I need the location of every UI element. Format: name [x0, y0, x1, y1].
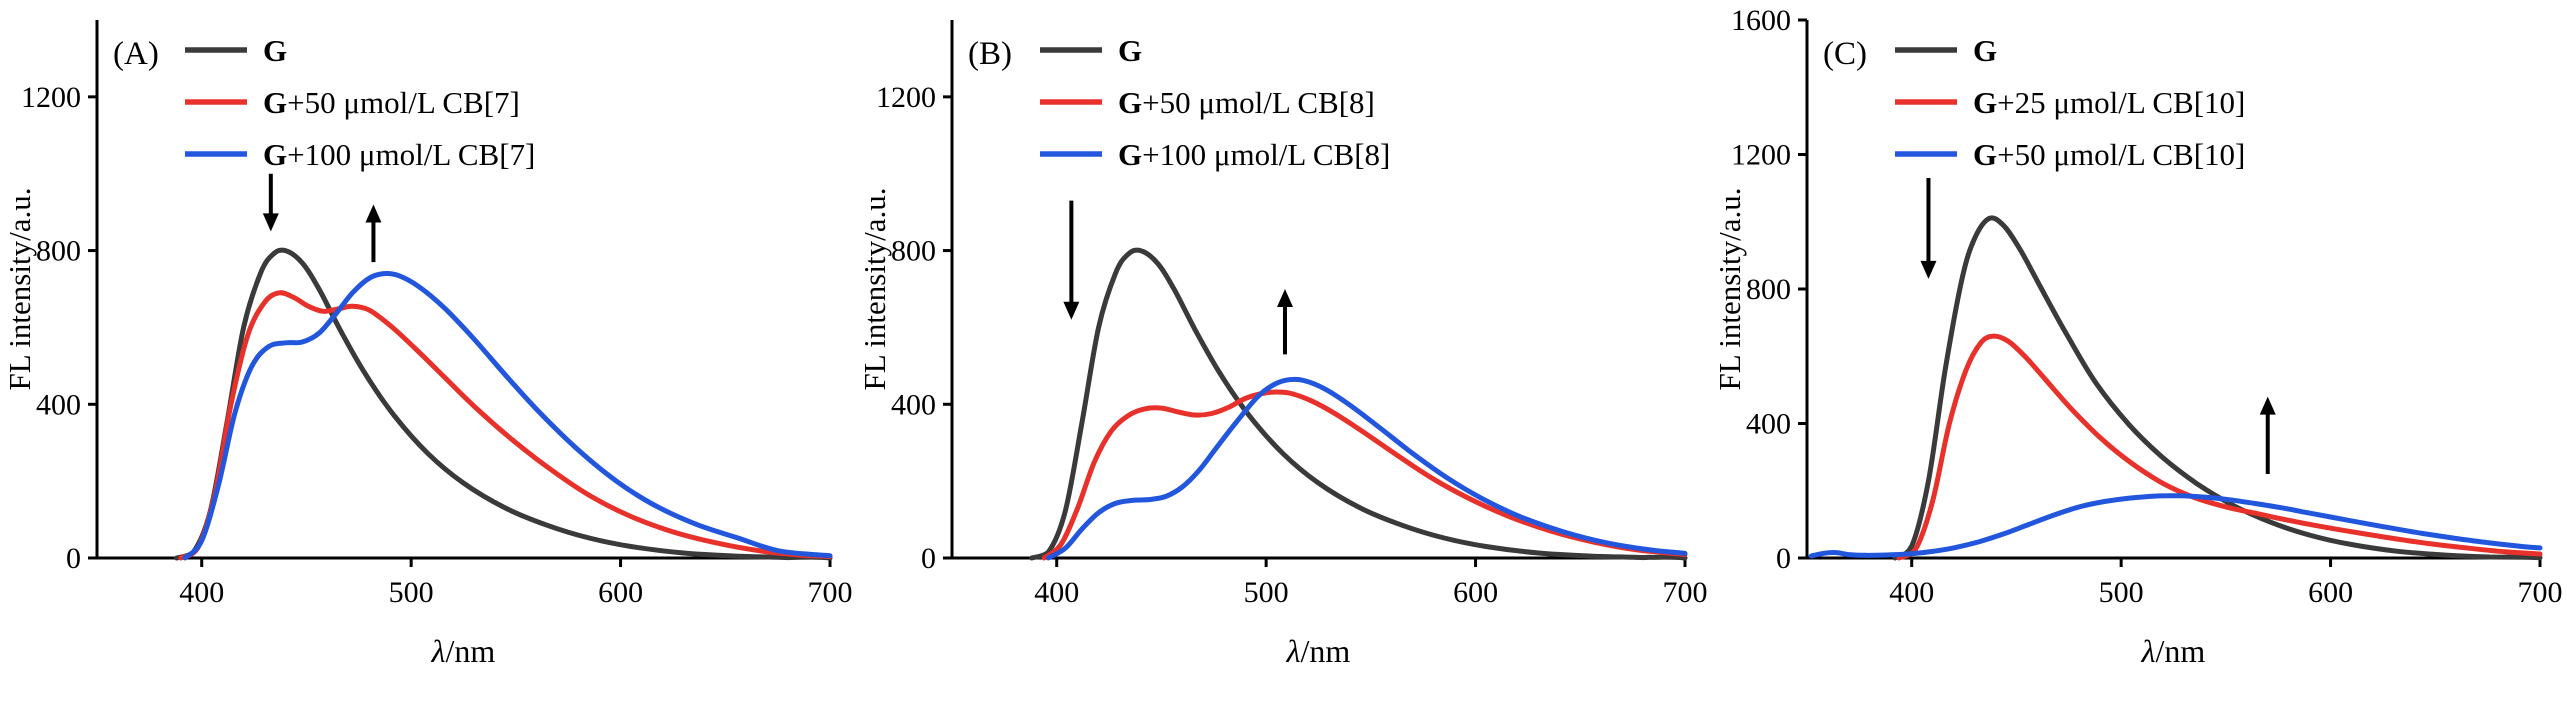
- arrow-up-head: [365, 204, 382, 223]
- legend-label: G: [1118, 33, 1142, 68]
- y-tick-label: 400: [891, 388, 936, 421]
- y-tick-label: 400: [36, 388, 81, 421]
- y-tick-label: 1200: [876, 81, 936, 114]
- y-axis-label: FL intensity/a.u.: [857, 188, 892, 391]
- x-tick-label: 500: [1244, 576, 1289, 609]
- series-line-g-25-mol-l-cb-10-: [1896, 333, 2543, 561]
- legend-label: G+25 μmol/L CB[10]: [1973, 85, 2245, 120]
- y-tick-label: 1200: [1731, 139, 1791, 172]
- legend-label: G+100 μmol/L CB[8]: [1118, 137, 1390, 172]
- x-axis-label: λ/nm: [2141, 633, 2206, 669]
- panel-label: (A): [113, 36, 159, 72]
- y-tick-label: 400: [1746, 408, 1791, 441]
- series-line-g-50-mol-l-cb-7-: [178, 290, 833, 561]
- y-tick-label: 0: [1776, 542, 1791, 575]
- x-tick-label: 400: [1034, 576, 1079, 609]
- panel-label: (B): [968, 36, 1012, 72]
- arrow-up-head: [2259, 396, 2276, 415]
- chart-C: 400 500 600 700 0 400 800 1200 1600 (C) G G+25 μmol…: [1712, 4, 2563, 669]
- legend-label: G: [263, 33, 287, 68]
- legend-label: G+100 μmol/L CB[7]: [263, 137, 535, 172]
- x-axis-label: λ/nm: [431, 633, 496, 669]
- y-tick-label: 800: [36, 235, 81, 268]
- x-tick-label: 700: [2518, 576, 2563, 609]
- x-tick-label: 600: [1453, 576, 1498, 609]
- panel-label: (C): [1823, 36, 1867, 72]
- x-tick-label: 700: [808, 576, 853, 609]
- legend-label: G+50 μmol/L CB[10]: [1973, 137, 2245, 172]
- x-tick-label: 400: [179, 576, 224, 609]
- series-line-g-50-mol-l-cb-10-: [1808, 493, 2543, 559]
- series-line-g-100-mol-l-cb-7-: [182, 270, 833, 561]
- y-tick-label: 0: [921, 542, 936, 575]
- legend-label: G: [1973, 33, 1997, 68]
- x-tick-label: 500: [2099, 576, 2144, 609]
- legend-label: G+50 μmol/L CB[7]: [263, 85, 520, 120]
- y-axis-label: FL intensity/a.u.: [1712, 188, 1747, 391]
- panel-C: 400 500 600 700 0 400 800 1200 1600 (C) G G+25 μmol…: [1710, 0, 2565, 709]
- x-tick-label: 400: [1889, 576, 1934, 609]
- arrow-down-head: [1063, 301, 1080, 320]
- y-tick-label: 800: [891, 235, 936, 268]
- legend-label: G+50 μmol/L CB[8]: [1118, 85, 1375, 120]
- x-tick-label: 500: [389, 576, 434, 609]
- chart-B: 400 500 600 700 0 400 800 1200 (B) G G+50 μmol/L C…: [857, 20, 1708, 669]
- y-axis-label: FL intensity/a.u.: [2, 188, 37, 391]
- panel-A: 400 500 600 700 0 400 800 1200 (A) G G+50 μmol/L C…: [0, 0, 855, 709]
- arrow-down-head: [262, 213, 279, 232]
- y-tick-label: 800: [1746, 273, 1791, 306]
- x-tick-label: 600: [598, 576, 643, 609]
- arrow-down-head: [1920, 260, 1937, 279]
- series-line-g-100-mol-l-cb-8-: [1045, 376, 1688, 561]
- y-tick-label: 0: [66, 542, 81, 575]
- arrow-up-head: [1276, 289, 1293, 307]
- series-line-g: [1029, 247, 1688, 561]
- y-tick-label: 1200: [21, 81, 81, 114]
- x-tick-label: 600: [2308, 576, 2353, 609]
- chart-A: 400 500 600 700 0 400 800 1200 (A) G G+50 μmol/L C…: [2, 20, 853, 669]
- x-axis-label: λ/nm: [1286, 633, 1351, 669]
- panel-B: 400 500 600 700 0 400 800 1200 (B) G G+50 μmol/L C…: [855, 0, 1710, 709]
- series-line-g: [1892, 215, 2543, 561]
- y-tick-label: 1600: [1731, 4, 1791, 37]
- x-tick-label: 700: [1663, 576, 1708, 609]
